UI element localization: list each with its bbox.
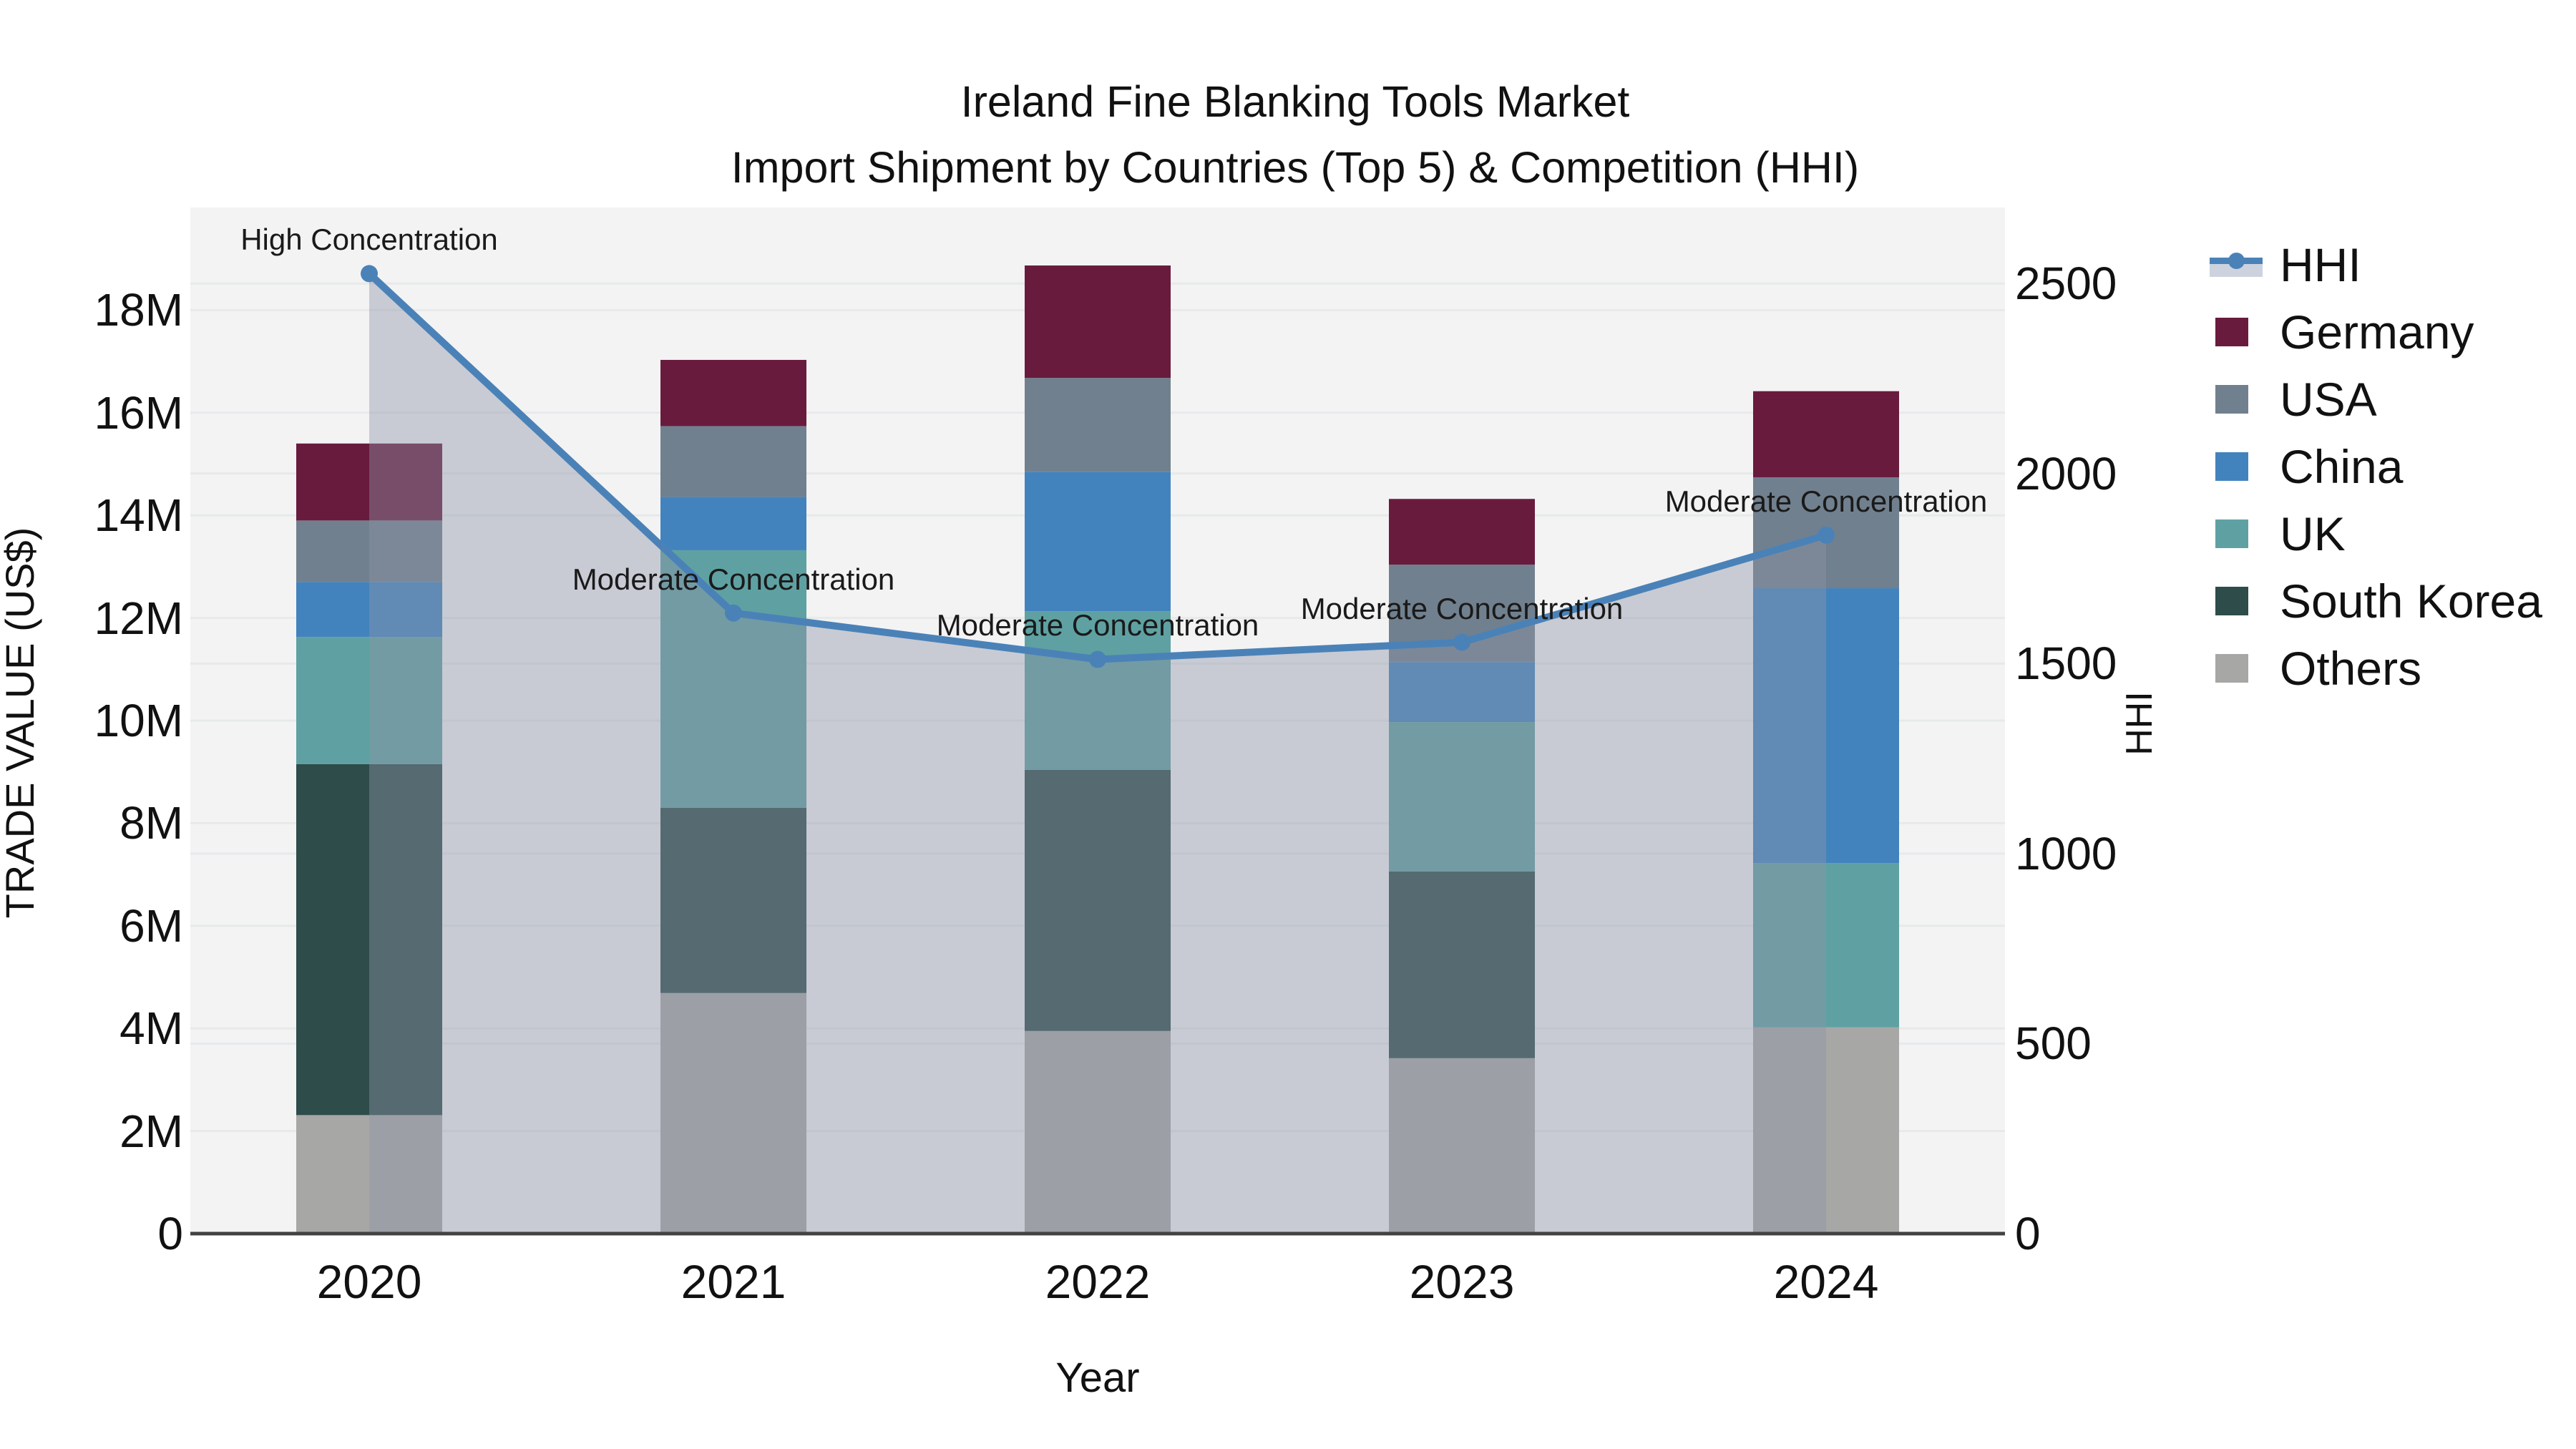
bar-2020-usa bbox=[296, 520, 442, 582]
y-axis-title-right: HHI bbox=[2119, 691, 2160, 756]
bar-2020-germany bbox=[296, 443, 442, 521]
bar-2024-others bbox=[1753, 1027, 1899, 1234]
bar-2022-uk bbox=[1025, 611, 1171, 770]
legend-swatch-cell bbox=[2210, 316, 2280, 348]
hhi-marker-2020 bbox=[361, 265, 378, 283]
legend-label-germany: Germany bbox=[2280, 306, 2474, 358]
bar-2020-china bbox=[296, 582, 442, 638]
bar-2021-usa bbox=[660, 426, 806, 497]
hhi-line-icon bbox=[2210, 249, 2280, 280]
legend-label-uk: UK bbox=[2280, 507, 2346, 560]
x-tick-2022: 2022 bbox=[1045, 1255, 1151, 1308]
hhi-marker-2023 bbox=[1453, 633, 1470, 651]
legend-item-china: China bbox=[2210, 433, 2542, 500]
legend: HHI Germany USA China UK South Korea Others bbox=[2210, 231, 2542, 702]
hhi-marker-sample bbox=[2228, 253, 2245, 269]
bar-2023-china bbox=[1389, 662, 1535, 723]
legend-item-others: Others bbox=[2210, 635, 2542, 702]
bar-2021-others bbox=[660, 992, 806, 1234]
y-tick-left-2M: 2M bbox=[119, 1105, 183, 1157]
bar-2020-others bbox=[296, 1115, 442, 1234]
hhi-marker-2021 bbox=[725, 604, 742, 622]
legend-swatch-cell bbox=[2210, 653, 2280, 684]
y-tick-left-4M: 4M bbox=[119, 1002, 183, 1055]
x-tick-2024: 2024 bbox=[1773, 1255, 1879, 1308]
legend-item-usa: USA bbox=[2210, 366, 2542, 433]
legend-swatch-cell bbox=[2210, 451, 2280, 482]
color-swatch-south-korea bbox=[2215, 587, 2248, 615]
bar-2022-china bbox=[1025, 472, 1171, 612]
bar-2023-uk bbox=[1389, 722, 1535, 872]
legend-label-south-korea: South Korea bbox=[2280, 575, 2542, 628]
y-tick-left-10M: 10M bbox=[94, 695, 184, 746]
legend-label-usa: USA bbox=[2280, 373, 2377, 426]
bar-2022-south-korea bbox=[1025, 769, 1171, 1031]
y-tick-right-0: 0 bbox=[2015, 1208, 2041, 1259]
bar-2023-others bbox=[1389, 1058, 1535, 1234]
hhi-marker-2022 bbox=[1089, 650, 1106, 668]
bar-2020-uk bbox=[296, 637, 442, 764]
y-tick-left-12M: 12M bbox=[94, 592, 184, 644]
bar-2023-germany bbox=[1389, 499, 1535, 565]
annotation-2021: Moderate Concentration bbox=[572, 562, 895, 596]
legend-label-china: China bbox=[2280, 440, 2404, 493]
chart-title: Ireland Fine Blanking Tools Market Impor… bbox=[0, 69, 2576, 200]
legend-label-others: Others bbox=[2280, 642, 2422, 695]
annotation-2023: Moderate Concentration bbox=[1300, 591, 1624, 625]
y-tick-left-8M: 8M bbox=[119, 797, 183, 849]
y-tick-left-0: 0 bbox=[157, 1208, 183, 1259]
annotation-2020: High Concentration bbox=[240, 223, 498, 257]
x-tick-2020: 2020 bbox=[316, 1255, 422, 1308]
bar-2023-south-korea bbox=[1389, 871, 1535, 1058]
y-tick-left-6M: 6M bbox=[119, 899, 183, 952]
bar-2021-south-korea bbox=[660, 807, 806, 993]
bar-2022-others bbox=[1025, 1030, 1171, 1234]
annotation-2024: Moderate Concentration bbox=[1664, 484, 1988, 518]
color-swatch-china bbox=[2215, 452, 2248, 481]
bar-2024-china bbox=[1753, 588, 1899, 864]
y-tick-left-18M: 18M bbox=[94, 284, 184, 336]
x-axis-title: Year bbox=[1055, 1355, 1140, 1401]
bar-2021-china bbox=[660, 497, 806, 550]
y-tick-right-1000: 1000 bbox=[2015, 827, 2117, 879]
legend-swatch-cell bbox=[2210, 518, 2280, 550]
bar-2020-south-korea bbox=[296, 763, 442, 1116]
x-tick-2023: 2023 bbox=[1409, 1255, 1515, 1308]
y-tick-right-500: 500 bbox=[2015, 1018, 2092, 1070]
bar-2022-germany bbox=[1025, 265, 1171, 379]
color-swatch-usa bbox=[2215, 385, 2248, 414]
bar-2022-usa bbox=[1025, 378, 1171, 472]
legend-item-germany: Germany bbox=[2210, 298, 2542, 366]
bar-2024-germany bbox=[1753, 391, 1899, 478]
y-tick-left-14M: 14M bbox=[94, 489, 184, 542]
color-swatch-uk bbox=[2215, 519, 2248, 548]
color-swatch-others bbox=[2215, 654, 2248, 683]
hhi-marker-2024 bbox=[1818, 526, 1835, 544]
hhi-area-sample bbox=[2210, 264, 2263, 277]
hhi-area-fill bbox=[369, 273, 1826, 1234]
legend-label-hhi: HHI bbox=[2280, 238, 2361, 291]
color-swatch-germany bbox=[2215, 318, 2248, 346]
y-tick-left-16M: 16M bbox=[94, 386, 184, 439]
bar-2021-germany bbox=[660, 359, 806, 426]
chart-title-line2: Import Shipment by Countries (Top 5) & C… bbox=[731, 143, 1860, 192]
y-tick-right-1500: 1500 bbox=[2015, 638, 2117, 690]
legend-item-uk: UK bbox=[2210, 500, 2542, 567]
bar-2021-uk bbox=[660, 550, 806, 808]
x-tick-2021: 2021 bbox=[680, 1255, 786, 1308]
legend-item-south-korea: South Korea bbox=[2210, 567, 2542, 635]
legend-swatch-cell bbox=[2210, 585, 2280, 617]
chart-title-line1: Ireland Fine Blanking Tools Market bbox=[960, 77, 1630, 126]
y-tick-right-2000: 2000 bbox=[2015, 447, 2117, 499]
bar-2024-uk bbox=[1753, 863, 1899, 1028]
y-tick-right-2500: 2500 bbox=[2015, 258, 2117, 310]
legend-swatch-cell bbox=[2210, 384, 2280, 415]
legend-item-hhi: HHI bbox=[2210, 231, 2542, 298]
annotation-2022: Moderate Concentration bbox=[936, 608, 1259, 643]
